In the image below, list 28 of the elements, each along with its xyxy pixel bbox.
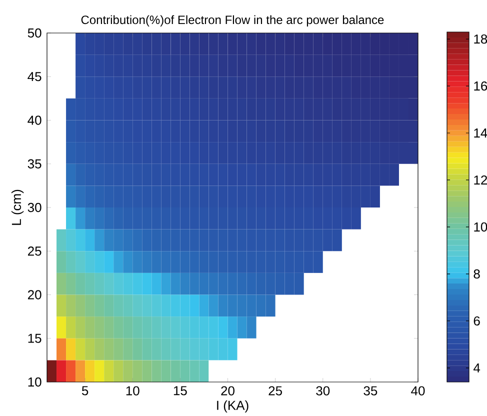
y-tick-label: 50 [28, 28, 42, 38]
color-bar-label: 14 [474, 128, 487, 138]
y-tick-label: 30 [28, 202, 42, 212]
color-bar-label: 4 [474, 363, 480, 372]
x-tick-label: 30 [316, 386, 330, 396]
y-axis-title: L (cm) [11, 190, 24, 225]
x-tick-label: 20 [221, 386, 234, 396]
x-tick-label: 10 [126, 386, 140, 396]
x-tick-label: 15 [174, 386, 187, 396]
y-tick-label: 40 [28, 116, 42, 125]
color-bar-label: 18 [474, 34, 487, 44]
x-tick-label: 5 [82, 386, 88, 396]
y-tick-label: 25 [28, 246, 42, 256]
color-bar-label: 10 [474, 222, 487, 232]
y-tick-label: 15 [28, 334, 42, 343]
x-tick-label: 40 [411, 386, 425, 396]
color-bar-label: 12 [474, 175, 487, 185]
y-tick-label: 45 [28, 72, 42, 82]
x-axis-title: I (KA) [217, 400, 248, 413]
y-tick-label: 35 [28, 159, 42, 168]
y-tick-label: 20 [28, 290, 42, 300]
color-bar-label: 8 [474, 269, 480, 279]
color-bar-label: 6 [474, 316, 480, 326]
color-bar-label: 16 [474, 81, 487, 91]
x-tick-label: 25 [268, 386, 282, 396]
x-tick-label: 35 [364, 386, 378, 396]
y-tick-label: 10 [28, 377, 42, 387]
chart-title: Contribution(%)of Electron Flow in the arc power balance [81, 15, 384, 26]
